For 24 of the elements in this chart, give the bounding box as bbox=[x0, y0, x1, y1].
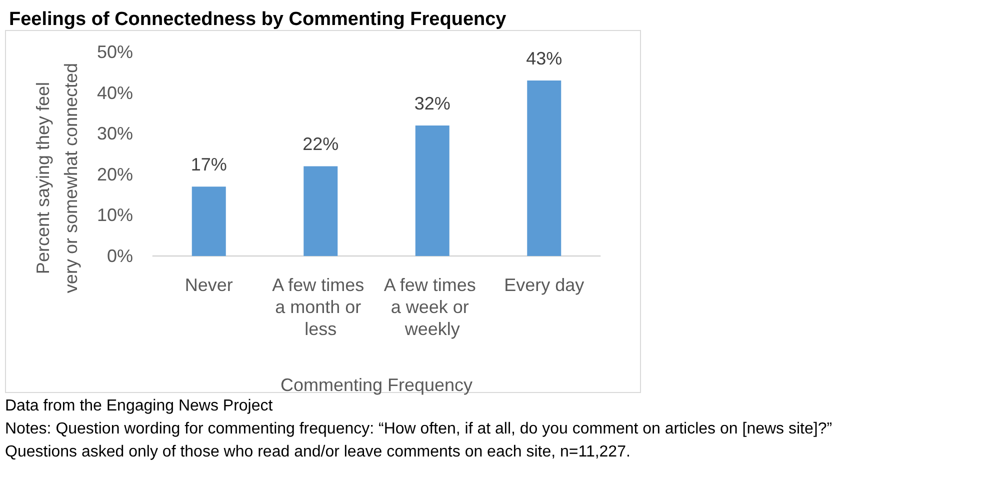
data-label: 43% bbox=[526, 48, 562, 69]
text: Data from the Engaging News Project bbox=[5, 398, 274, 414]
x-tick-label: Never bbox=[184, 275, 233, 295]
y-tick-label: 30% bbox=[96, 124, 133, 144]
bar bbox=[527, 80, 562, 256]
chart-title: Feelings of Connectedness by Commenting Frequency bbox=[9, 9, 507, 30]
x-tick-label: Every day bbox=[504, 275, 584, 295]
data-label: 32% bbox=[414, 93, 450, 114]
y-tick-label: 10% bbox=[96, 205, 133, 226]
data-label: 17% bbox=[190, 154, 227, 175]
text: Notes: Question wording for commenting frequency: “How often, if at all, do you comment on articles on [news site]?” bbox=[5, 420, 832, 438]
y-tick-label: 0% bbox=[106, 246, 133, 266]
x-axis-title: Commenting Frequency bbox=[280, 375, 473, 395]
x-tick-label: A few times a month or less bbox=[272, 275, 370, 339]
y-axis-title: Percent saying they feel very or somewhat connected bbox=[33, 62, 81, 294]
y-tick-label: 20% bbox=[96, 164, 133, 184]
x-tick-label: A few times a week or weekly bbox=[384, 275, 481, 339]
y-tick-label: 40% bbox=[96, 82, 133, 103]
bar bbox=[415, 125, 450, 256]
bar bbox=[304, 166, 338, 256]
text: Questions asked only of those who read and/or leave comments on each site, n=11,227. bbox=[5, 444, 630, 460]
bar bbox=[192, 186, 226, 256]
data-label: 22% bbox=[302, 134, 339, 154]
y-tick-label: 50% bbox=[96, 42, 133, 62]
